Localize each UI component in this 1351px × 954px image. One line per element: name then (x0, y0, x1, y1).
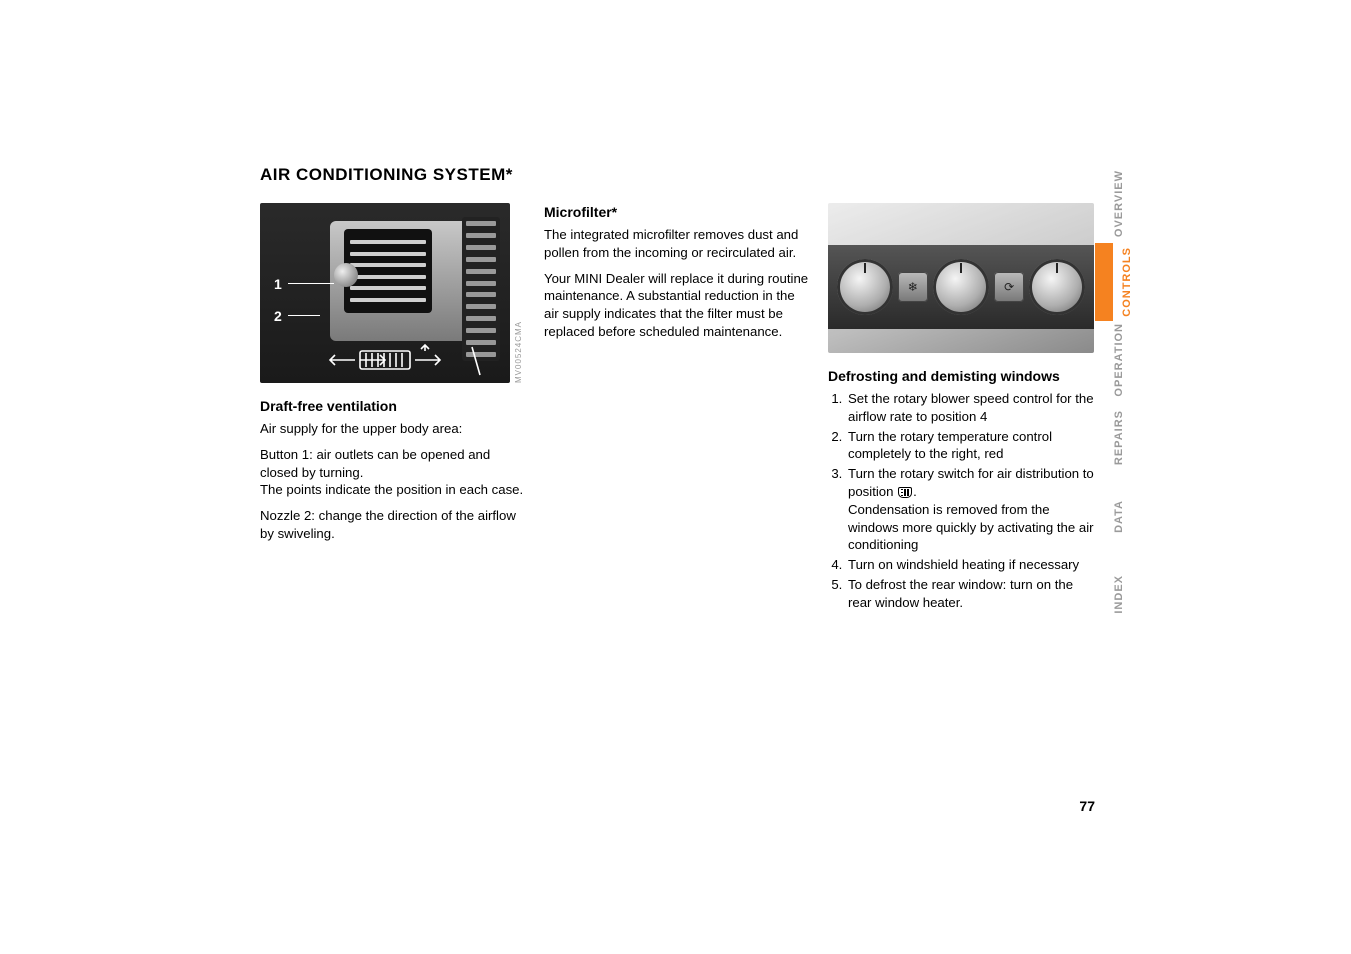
leader-line-1 (288, 283, 334, 284)
tab-label-index: INDEX (1113, 571, 1125, 618)
heading-defrosting: Defrosting and demisting windows (828, 367, 1094, 386)
page-title: AIR CONDITIONING SYSTEM* (260, 165, 1095, 185)
vent-knob (334, 263, 358, 287)
step-1: Set the rotary blower speed control for … (846, 390, 1094, 426)
content-columns: 1 2 (260, 203, 1095, 620)
step-3: Turn the rotary switch for air distribut… (846, 465, 1094, 554)
diagram-label-2: 2 (274, 307, 282, 326)
tab-overview[interactable]: OVERVIEW (1095, 165, 1140, 243)
controls-row: ❄ ⟳ (828, 245, 1094, 329)
tab-controls[interactable]: CONTROLS (1095, 243, 1140, 321)
step-2: Turn the rotary temperature control comp… (846, 428, 1094, 464)
step-3c: Condensation is removed from the windows… (848, 502, 1094, 553)
airflow-arrows-icon (320, 343, 490, 377)
text-button1: Button 1: air outlets can be opened and … (260, 447, 490, 480)
leader-line-2 (288, 315, 320, 316)
text-air-supply: Air supply for the upper body area: (260, 420, 526, 438)
tab-operation[interactable]: OPERATION (1095, 321, 1140, 399)
square-button-2: ⟳ (994, 272, 1024, 302)
dial-2 (933, 259, 989, 315)
vent-diagram: 1 2 (260, 203, 510, 383)
step-4: Turn on windshield heating if necessary (846, 556, 1094, 574)
tab-label-data: DATA (1113, 496, 1125, 537)
controls-photo: ❄ ⟳ MV00530CMA (828, 203, 1094, 353)
heading-microfilter: Microfilter* (544, 203, 810, 222)
text-points: The points indicate the position in each… (260, 482, 523, 497)
page-content: AIR CONDITIONING SYSTEM* 1 2 (260, 165, 1095, 805)
square-button-1: ❄ (898, 272, 928, 302)
step-5: To defrost the rear window: turn on the … (846, 576, 1094, 612)
tab-label-overview: OVERVIEW (1113, 166, 1125, 241)
dial-1 (837, 259, 893, 315)
step-3b: . (913, 484, 917, 499)
page-number: 77 (1079, 798, 1095, 814)
tab-label-operation: OPERATION (1113, 319, 1125, 401)
diagram-label-1: 1 (274, 275, 282, 294)
dial-3 (1029, 259, 1085, 315)
column-1: 1 2 (260, 203, 526, 620)
side-grille (462, 217, 500, 361)
defrost-steps-list: Set the rotary blower speed control for … (828, 390, 1094, 612)
heading-draft-free: Draft-free ventilation (260, 397, 526, 416)
text-nozzle2: Nozzle 2: change the direction of the ai… (260, 507, 526, 543)
text-microfilter-2: Your MINI Dealer will replace it during … (544, 270, 810, 341)
side-tabs: OVERVIEW CONTROLS OPERATION REPAIRS DATA… (1095, 165, 1140, 633)
diagram-caption: MV00524CMA (514, 203, 525, 383)
column-2: Microfilter* The integrated microfilter … (544, 203, 810, 620)
tab-repairs[interactable]: REPAIRS (1095, 399, 1140, 477)
tab-label-controls: CONTROLS (1121, 243, 1133, 321)
tab-data[interactable]: DATA (1095, 477, 1140, 555)
text-microfilter-1: The integrated microfilter removes dust … (544, 226, 810, 262)
column-3: ❄ ⟳ MV00530CMA Defrosting and demisting … (828, 203, 1094, 620)
step-3a: Turn the rotary switch for air distribut… (848, 466, 1094, 499)
defrost-icon (898, 487, 912, 498)
tab-label-repairs: REPAIRS (1113, 406, 1125, 469)
tab-index[interactable]: INDEX (1095, 555, 1140, 633)
